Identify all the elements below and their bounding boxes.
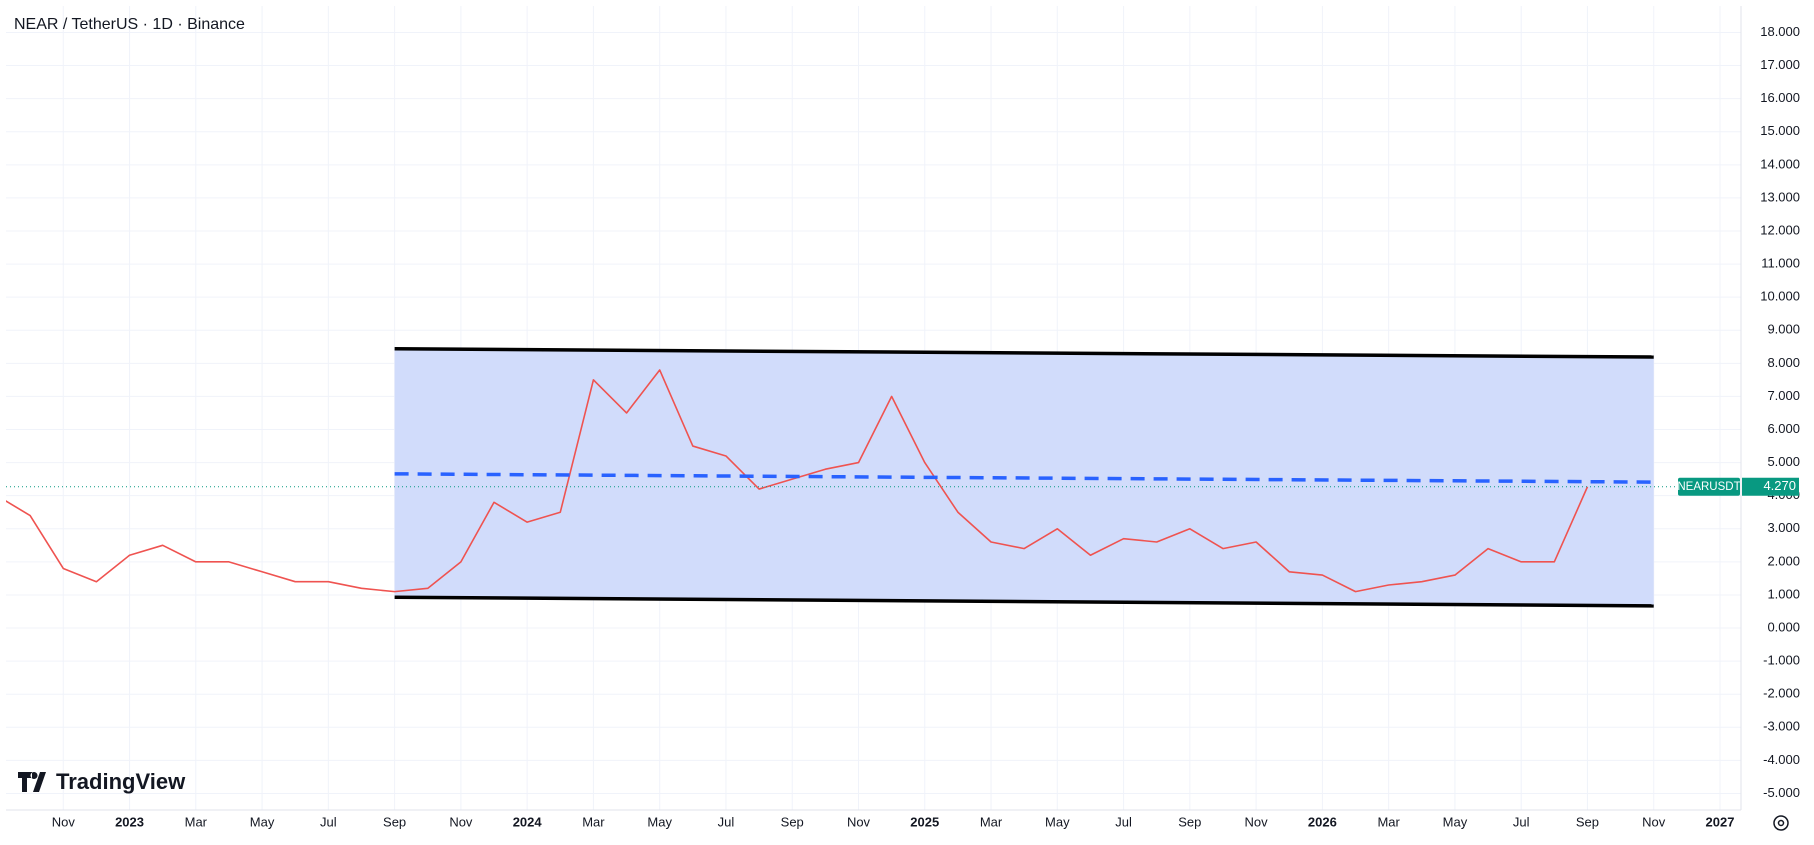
x-tick-label: Jul bbox=[320, 814, 337, 829]
y-tick-label: 12.000 bbox=[1760, 222, 1800, 237]
settings-gear-center[interactable] bbox=[1777, 819, 1785, 827]
channel-upper-line bbox=[394, 347, 1654, 359]
x-tick-label: Sep bbox=[781, 814, 804, 829]
x-tick-label: May bbox=[250, 814, 275, 829]
price-line bbox=[6, 369, 1589, 593]
chart-title: NEAR / TetherUS · 1D · Binance bbox=[14, 16, 245, 33]
x-tick-label: Nov bbox=[449, 814, 473, 829]
x-tick-label: Nov bbox=[52, 814, 76, 829]
settings-gear[interactable] bbox=[1773, 815, 1789, 831]
x-tick-label: 2023 bbox=[115, 814, 144, 829]
symbol-tag bbox=[1678, 477, 1740, 496]
y-tick-label: 2.000 bbox=[1767, 553, 1800, 568]
y-tick-label: 8.000 bbox=[1767, 355, 1800, 370]
y-tick-label: 3.000 bbox=[1767, 520, 1800, 535]
y-tick-label: 15.000 bbox=[1760, 123, 1800, 138]
x-tick-label: 2027 bbox=[1706, 814, 1735, 829]
x-tick-label: Nov bbox=[1642, 814, 1666, 829]
y-tick-label: 11.000 bbox=[1761, 256, 1800, 271]
x-tick-label: 2025 bbox=[910, 814, 939, 829]
plot-area bbox=[6, 347, 1654, 608]
y-tick-label: 17.000 bbox=[1760, 57, 1800, 72]
y-tick-label: 5.000 bbox=[1767, 454, 1800, 469]
x-tick-label: Jul bbox=[1115, 814, 1132, 829]
x-tick-label: Sep bbox=[1576, 814, 1599, 829]
y-tick-label: 0.000 bbox=[1767, 619, 1800, 634]
axes: 18.000 17.000 16.000 15.000 14.000 13.000 12.0… bbox=[6, 24, 1800, 829]
y-tick-label: -2.000 bbox=[1763, 686, 1800, 701]
x-tick-label: Mar bbox=[582, 814, 605, 829]
settings-icon[interactable] bbox=[1773, 815, 1789, 831]
y-tick-label: 7.000 bbox=[1767, 388, 1800, 403]
y-tick-label: -1.000 bbox=[1763, 653, 1800, 668]
y-tick-label: 9.000 bbox=[1767, 322, 1800, 337]
symbol-label: NEARUSDT bbox=[1677, 481, 1740, 493]
y-tick-label: 16.000 bbox=[1760, 90, 1800, 105]
price-tag-label: 4.270 bbox=[1763, 478, 1796, 493]
x-tick-label: May bbox=[1443, 814, 1468, 829]
y-tick-label: 1.000 bbox=[1767, 586, 1800, 601]
y-tick-label: 6.000 bbox=[1767, 421, 1800, 436]
x-tick-label: Nov bbox=[1245, 814, 1269, 829]
x-tick-label: Nov bbox=[847, 814, 871, 829]
y-tick-label: 14.000 bbox=[1760, 156, 1800, 171]
y-tick-label: -3.000 bbox=[1763, 719, 1800, 734]
x-tick-label: Jul bbox=[718, 814, 735, 829]
logo-mark bbox=[18, 772, 46, 792]
x-tick-label: Mar bbox=[185, 814, 208, 829]
x-tick-label: Mar bbox=[1377, 814, 1400, 829]
channel-middle-line bbox=[394, 472, 1654, 484]
y-tick-label: -5.000 bbox=[1763, 785, 1800, 800]
price-tag bbox=[1742, 477, 1799, 496]
brand-logo: TradingView bbox=[18, 769, 186, 794]
x-tick-label: May bbox=[647, 814, 672, 829]
x-tick-label: 2026 bbox=[1308, 814, 1337, 829]
x-tick-label: Sep bbox=[1178, 814, 1201, 829]
channel-lower-line bbox=[394, 595, 1654, 608]
x-tick-label: May bbox=[1045, 814, 1070, 829]
x-tick-label: Jul bbox=[1513, 814, 1530, 829]
x-tick-label: Mar bbox=[980, 814, 1003, 829]
y-tick-label: 18.000 bbox=[1760, 24, 1800, 39]
y-tick-label: -4.000 bbox=[1763, 752, 1800, 767]
x-tick-label: Sep bbox=[383, 814, 406, 829]
brand-name: TradingView bbox=[56, 769, 186, 794]
y-tick-label: 13.000 bbox=[1760, 189, 1800, 204]
y-tick-label: 10.000 bbox=[1760, 289, 1800, 304]
x-tick-label: 2024 bbox=[513, 814, 543, 829]
